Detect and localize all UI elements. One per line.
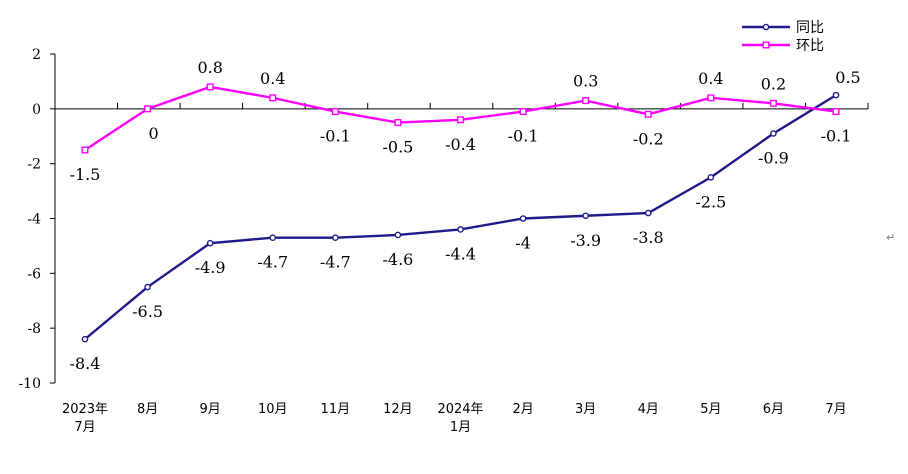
data-point [457,226,464,233]
data-point [582,212,589,220]
legend-marker [762,23,770,31]
data-point [519,215,527,222]
yoy-series-line [84,94,837,341]
data-label: 0.5 [835,68,860,87]
data-point [457,116,465,124]
data-label: 0.2 [761,74,786,93]
data-point [519,108,527,116]
data-point [582,97,590,105]
legend-marker [762,41,770,49]
x-tick-label: 7月 [825,402,846,417]
data-label: -1.5 [70,165,101,184]
x-tick-label: 2024年 [437,402,483,417]
y-tick-label: 2 [32,47,41,63]
data-label: -6.5 [132,302,163,321]
y-tick-label: -10 [18,376,41,392]
data-label: -4 [515,234,531,253]
data-point [206,239,214,247]
data-label: -4.9 [195,258,226,277]
data-label: 0.4 [260,69,285,88]
data-label: -3.8 [633,228,664,247]
data-point [81,335,89,343]
data-label: -0.1 [821,127,852,146]
y-tick-label: -6 [27,266,41,282]
data-label: -3.9 [570,231,601,250]
data-label: -0.1 [320,127,351,146]
data-label: -0.2 [633,129,664,148]
x-tick-label: 4月 [638,402,659,417]
paragraph-mark: ↵ [886,231,896,244]
y-tick-label: -4 [27,212,41,228]
x-tick-label: 3月 [575,402,596,417]
data-point [707,94,715,102]
data-label: -4.6 [382,250,413,269]
legend-label: 同比 [796,20,824,36]
data-point [144,105,152,113]
data-label: -4.4 [445,244,476,263]
x-tick-label: 9月 [200,402,221,417]
data-point [81,146,89,154]
data-label: 0.4 [698,69,723,88]
data-label: -0.1 [508,127,539,146]
data-point [644,209,652,217]
data-point [832,91,840,99]
x-tick-label: 5月 [700,402,721,417]
data-label: -8.4 [70,354,101,373]
data-point [644,110,652,118]
x-tick-label: 7月 [74,420,95,435]
x-tick-label: 1月 [450,420,471,435]
data-point [394,231,402,239]
data-point [769,99,777,107]
x-tick-label: 12月 [383,402,413,417]
y-tick-label: 0 [32,102,41,118]
x-tick-label: 6月 [763,402,784,417]
x-tick-label: 11月 [321,402,351,417]
data-label: -2.5 [695,192,726,211]
data-point [394,119,402,127]
y-tick-label: -8 [27,321,41,337]
x-tick-label: 2023年 [62,402,108,417]
data-label: -4.7 [320,253,351,272]
data-point [332,234,339,241]
data-point [331,108,339,116]
x-tick-label: 8月 [137,402,158,417]
x-tick-label: 2月 [512,402,533,417]
x-tick-label: 10月 [258,402,288,417]
data-label: 0 [148,124,158,143]
data-point [832,108,840,116]
data-label: -0.5 [382,138,413,157]
data-label: -0.9 [758,149,789,168]
y-tick-label: -2 [27,157,41,173]
data-point [144,283,151,291]
data-point [707,174,715,181]
data-point [770,130,777,137]
data-label: -0.4 [445,135,476,154]
data-label: 0.8 [197,58,222,77]
data-point [206,83,214,91]
data-point [269,94,277,102]
data-label: 0.3 [573,72,598,91]
legend-label: 环比 [796,38,824,54]
data-label: -4.7 [257,253,288,272]
data-point [269,234,277,241]
